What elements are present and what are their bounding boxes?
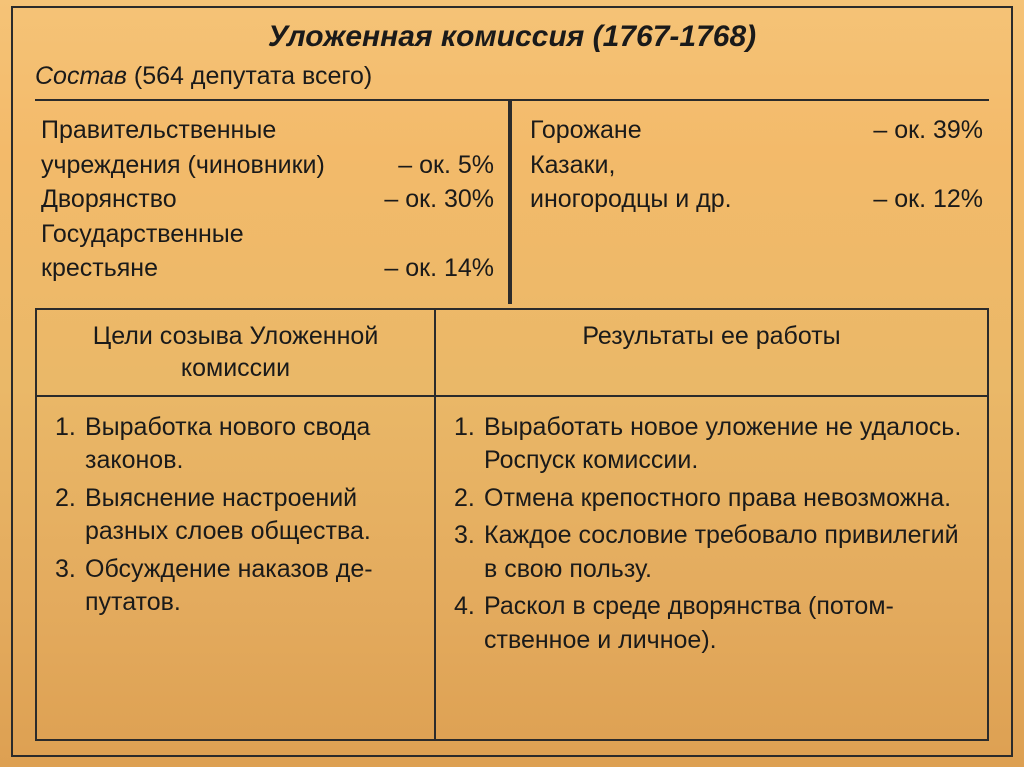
list-item-text: Раскол в среде дворянства (потом­ственно…: [484, 590, 973, 657]
list-item-number: 2.: [454, 482, 484, 516]
composition-value: – ок. 12%: [865, 182, 983, 217]
results-cell: 1.Выработать новое уложение не удалось. …: [436, 397, 987, 740]
composition-label: Казаки,иногородцы и др.: [530, 148, 732, 217]
list-item: 3.Обсуждение наказов де­путатов.: [55, 553, 420, 620]
list-item: 1.Выработка нового свода законов.: [55, 411, 420, 478]
composition-label: Правительственныеучреждения (чиновники): [41, 113, 325, 182]
composition-value: – ок. 5%: [390, 148, 494, 183]
composition-value: – ок. 39%: [865, 113, 983, 148]
list-item-text: Отмена крепостного права невоз­можна.: [484, 482, 973, 516]
composition-left-column: Правительственныеучреждения (чиновники) –…: [35, 101, 510, 304]
list-item-text: Каждое сословие требовало при­вилегий в …: [484, 519, 973, 586]
composition-row: Государственныекрестьяне – ок. 14%: [41, 217, 494, 286]
subtitle-italic: Состав: [35, 62, 127, 90]
goals-results-table: Цели созыва Уложенной комиссии Результат…: [35, 308, 989, 742]
list-item: 1.Выработать новое уложение не удалось. …: [454, 411, 973, 478]
list-item-text: Выяснение настроений разных слоев общест…: [85, 482, 420, 549]
composition-label: Государственныекрестьяне: [41, 217, 244, 286]
composition-block: Правительственныеучреждения (чиновники) –…: [35, 99, 989, 304]
table-body: 1.Выработка нового свода законов.2.Выясн…: [37, 397, 987, 740]
list-item: 4.Раскол в среде дворянства (потом­ствен…: [454, 590, 973, 657]
composition-row: Казаки,иногородцы и др. – ок. 12%: [530, 148, 983, 217]
composition-row: Горожане – ок. 39%: [530, 113, 983, 148]
list-item-text: Выработать новое уложение не удалось. Ро…: [484, 411, 973, 478]
main-title: Уложенная комиссия (1767-1768): [35, 20, 989, 54]
table-header-results: Результаты ее работы: [436, 310, 987, 395]
composition-row: Дворянство – ок. 30%: [41, 182, 494, 217]
subtitle-rest: (564 депутата всего): [127, 62, 372, 90]
list-item: 2.Отмена крепостного права невоз­можна.: [454, 482, 973, 516]
goals-cell: 1.Выработка нового свода законов.2.Выясн…: [37, 397, 436, 740]
composition-value: – ок. 30%: [376, 182, 494, 217]
composition-row: Правительственныеучреждения (чиновники) –…: [41, 113, 494, 182]
table-header-goals: Цели созыва Уложенной комиссии: [37, 310, 436, 395]
list-item-number: 2.: [55, 482, 85, 549]
list-item: 3.Каждое сословие требовало при­вилегий …: [454, 519, 973, 586]
list-item-number: 3.: [55, 553, 85, 620]
list-item-number: 1.: [454, 411, 484, 478]
list-item-text: Выработка нового свода законов.: [85, 411, 420, 478]
list-item-text: Обсуждение наказов де­путатов.: [85, 553, 420, 620]
composition-right-column: Горожане– ок. 39%Казаки,иногородцы и др.…: [510, 101, 989, 304]
list-item-number: 3.: [454, 519, 484, 586]
list-item-number: 1.: [55, 411, 85, 478]
info-panel: Уложенная комиссия (1767-1768) Состав (5…: [11, 6, 1013, 757]
table-header-row: Цели созыва Уложенной комиссии Результат…: [37, 310, 987, 397]
subtitle: Состав (564 депутата всего): [35, 62, 989, 91]
composition-label: Дворянство: [41, 182, 177, 217]
list-item-number: 4.: [454, 590, 484, 657]
composition-label: Горожане: [530, 113, 642, 148]
composition-value: – ок. 14%: [376, 251, 494, 286]
list-item: 2.Выяснение настроений разных слоев обще…: [55, 482, 420, 549]
